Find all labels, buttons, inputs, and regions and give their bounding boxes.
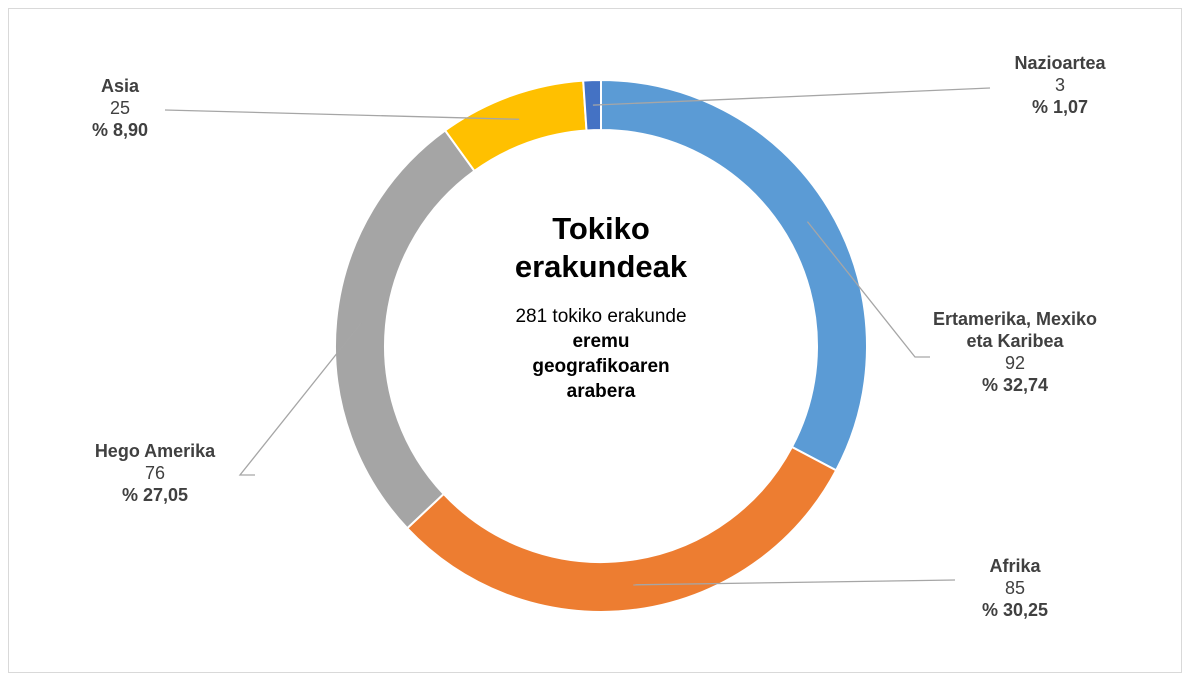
value-label: 76 [144,463,166,483]
donut-segment [405,445,838,613]
percent-label: % 30,25 [981,600,1049,620]
percent-label: % 32,74 [981,375,1049,395]
category-label: Ertamerika, Mexiko eta Karibea [932,309,1098,351]
chart-frame [8,8,1182,673]
data-label: Asia 25% 8,90 [30,75,210,141]
subtitle-bold: eremu geografikoaren arabera [532,331,670,402]
category-label: Afrika [989,556,1041,576]
value-label: 92 [1004,353,1026,373]
value-label: 3 [1054,75,1065,95]
data-label: Afrika 85% 30,25 [925,555,1105,621]
leader-line [592,87,991,106]
donut-segment [582,78,602,132]
leader-line [806,221,930,358]
chart-subtitle: 281 tokiko erakunde eremu geografikoaren… [506,304,696,404]
data-label: Hego Amerika 76% 27,05 [65,440,245,506]
category-label: Nazioartea [1014,53,1106,73]
subtitle-text: 281 tokiko erakunde [515,306,687,327]
leader-line [633,579,956,586]
leader-line [164,109,520,120]
percent-label: % 27,05 [121,485,189,505]
chart-title: Tokiko erakundeak [514,211,688,284]
data-label: Nazioartea 3% 1,07 [970,52,1150,118]
value-label: 25 [109,98,131,118]
center-text: Tokiko erakundeak 281 tokiko erakunde er… [471,210,731,404]
value-label: 85 [1004,578,1026,598]
data-label: Ertamerika, Mexiko eta Karibea 92% 32,74 [920,308,1110,396]
category-label: Asia [100,76,140,96]
donut-segment [443,79,588,173]
percent-label: % 8,90 [91,120,149,140]
leader-line [238,322,362,476]
percent-label: % 1,07 [1031,97,1089,117]
category-label: Hego Amerika [94,441,216,461]
